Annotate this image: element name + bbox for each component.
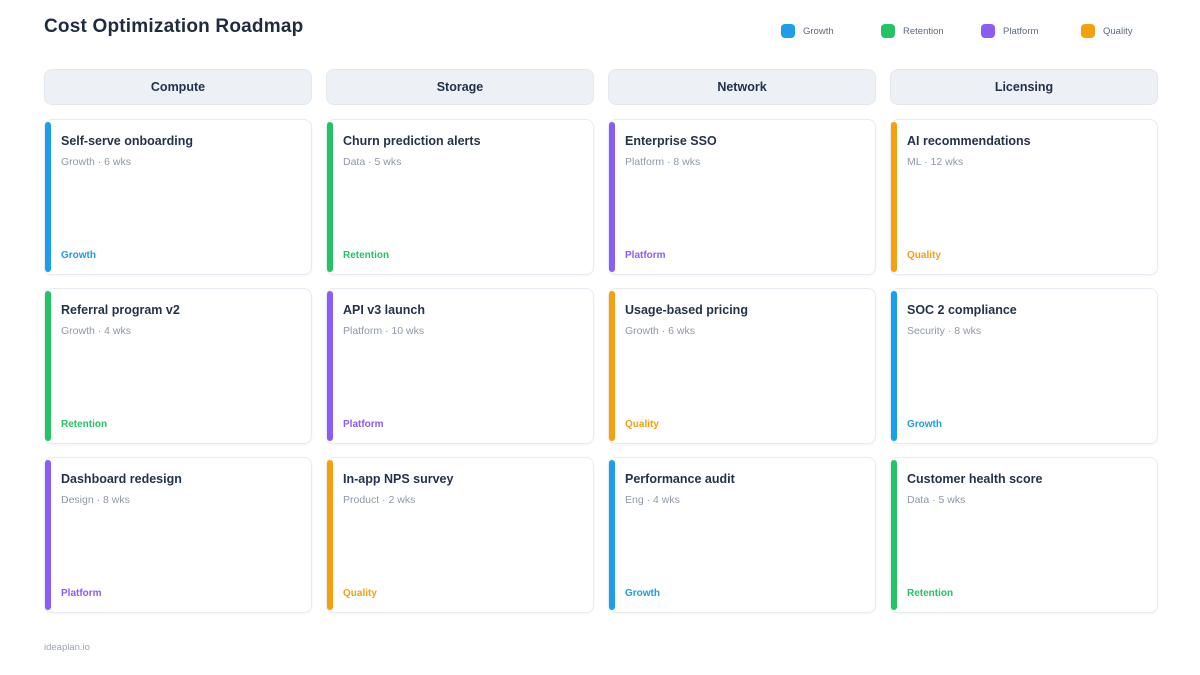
card-accent-bar xyxy=(609,460,615,610)
legend-item[interactable]: Quality xyxy=(1081,24,1181,38)
column-header: Storage xyxy=(326,69,594,105)
card-tag: Retention xyxy=(907,588,954,599)
board-column: Compute Self-serve onboarding Growth · 6… xyxy=(44,69,312,613)
legend-swatch-icon xyxy=(981,24,995,38)
legend-label: Platform xyxy=(1003,25,1039,37)
card-list: Enterprise SSO Platform · 8 wks Platform… xyxy=(608,119,876,613)
legend-item[interactable]: Platform xyxy=(981,24,1081,38)
card-tag: Platform xyxy=(61,588,102,599)
card-meta: Growth · 6 wks xyxy=(625,325,696,337)
card-meta: ML · 12 wks xyxy=(907,156,964,168)
roadmap-card[interactable]: Dashboard redesign Design · 8 wks Platfo… xyxy=(44,457,312,613)
roadmap-card[interactable]: Referral program v2 Growth · 4 wks Reten… xyxy=(44,288,312,444)
card-meta: Product · 2 wks xyxy=(343,494,416,506)
board-column: Licensing AI recommendations ML · 12 wks… xyxy=(890,69,1158,613)
card-accent-bar xyxy=(45,460,51,610)
card-tag: Quality xyxy=(625,419,659,430)
card-accent-bar xyxy=(45,122,51,272)
legend: Growth Retention Platform Quality xyxy=(781,24,1181,38)
roadmap-card[interactable]: Performance audit Eng · 4 wks Growth xyxy=(608,457,876,613)
legend-label: Growth xyxy=(803,25,834,37)
card-accent-bar xyxy=(327,291,333,441)
card-accent-bar xyxy=(891,460,897,610)
roadmap-card[interactable]: Enterprise SSO Platform · 8 wks Platform xyxy=(608,119,876,275)
legend-item[interactable]: Growth xyxy=(781,24,881,38)
card-meta: Platform · 10 wks xyxy=(343,325,425,337)
legend-swatch-icon xyxy=(781,24,795,38)
card-accent-bar xyxy=(327,460,333,610)
roadmap-card[interactable]: AI recommendations ML · 12 wks Quality xyxy=(890,119,1158,275)
card-accent-bar xyxy=(327,122,333,272)
roadmap-card[interactable]: In-app NPS survey Product · 2 wks Qualit… xyxy=(326,457,594,613)
legend-swatch-icon xyxy=(881,24,895,38)
card-list: Churn prediction alerts Data · 5 wks Ret… xyxy=(326,119,594,613)
card-title: Dashboard redesign xyxy=(61,472,182,486)
card-title: Usage-based pricing xyxy=(625,303,748,317)
card-tag: Quality xyxy=(343,588,377,599)
legend-item[interactable]: Retention xyxy=(881,24,981,38)
card-title: API v3 launch xyxy=(343,303,425,317)
card-tag: Platform xyxy=(343,419,384,430)
card-title: Performance audit xyxy=(625,472,735,486)
roadmap-card[interactable]: Self-serve onboarding Growth · 6 wks Gro… xyxy=(44,119,312,275)
column-header-label: Compute xyxy=(150,80,206,94)
legend-label: Retention xyxy=(903,25,944,37)
card-list: Self-serve onboarding Growth · 6 wks Gro… xyxy=(44,119,312,613)
card-accent-bar xyxy=(891,291,897,441)
card-title: In-app NPS survey xyxy=(343,472,454,486)
card-tag: Growth xyxy=(907,419,942,430)
card-accent-bar xyxy=(609,291,615,441)
card-meta: Data · 5 wks xyxy=(907,494,966,506)
roadmap-card[interactable]: Usage-based pricing Growth · 6 wks Quali… xyxy=(608,288,876,444)
card-title: Customer health score xyxy=(907,472,1043,486)
card-meta: Security · 8 wks xyxy=(907,325,982,337)
card-meta: Data · 5 wks xyxy=(343,156,402,168)
footer-brand: ideaplan.io xyxy=(44,642,90,653)
column-header: Network xyxy=(608,69,876,105)
card-accent-bar xyxy=(891,122,897,272)
card-tag: Platform xyxy=(625,250,666,261)
roadmap-card[interactable]: API v3 launch Platform · 10 wks Platform xyxy=(326,288,594,444)
card-meta: Design · 8 wks xyxy=(61,494,130,506)
card-meta: Eng · 4 wks xyxy=(625,494,680,506)
card-meta: Growth · 6 wks xyxy=(61,156,132,168)
column-header-label: Licensing xyxy=(994,80,1054,94)
column-header: Compute xyxy=(44,69,312,105)
roadmap-card[interactable]: Customer health score Data · 5 wks Reten… xyxy=(890,457,1158,613)
roadmap-card[interactable]: Churn prediction alerts Data · 5 wks Ret… xyxy=(326,119,594,275)
card-meta: Platform · 8 wks xyxy=(625,156,701,168)
card-tag: Growth xyxy=(625,588,660,599)
card-list: AI recommendations ML · 12 wks Quality S… xyxy=(890,119,1158,613)
card-tag: Retention xyxy=(61,419,108,430)
column-header-label: Network xyxy=(717,80,767,94)
card-title: Churn prediction alerts xyxy=(343,134,481,148)
card-tag: Growth xyxy=(61,250,96,261)
card-meta: Growth · 4 wks xyxy=(61,325,132,337)
legend-label: Quality xyxy=(1103,25,1133,37)
card-title: Referral program v2 xyxy=(61,303,180,317)
board-column: Storage Churn prediction alerts Data · 5… xyxy=(326,69,594,613)
card-accent-bar xyxy=(45,291,51,441)
card-title: AI recommendations xyxy=(907,134,1031,148)
roadmap-card[interactable]: SOC 2 compliance Security · 8 wks Growth xyxy=(890,288,1158,444)
card-title: Self-serve onboarding xyxy=(61,134,193,148)
page-title: Cost Optimization Roadmap xyxy=(44,16,304,37)
board-column: Network Enterprise SSO Platform · 8 wks … xyxy=(608,69,876,613)
roadmap-board: Compute Self-serve onboarding Growth · 6… xyxy=(44,69,1158,613)
legend-swatch-icon xyxy=(1081,24,1095,38)
card-tag: Quality xyxy=(907,250,941,261)
card-tag: Retention xyxy=(343,250,390,261)
column-header: Licensing xyxy=(890,69,1158,105)
column-header-label: Storage xyxy=(436,80,484,94)
card-title: Enterprise SSO xyxy=(625,134,717,148)
card-accent-bar xyxy=(609,122,615,272)
card-title: SOC 2 compliance xyxy=(907,303,1017,317)
